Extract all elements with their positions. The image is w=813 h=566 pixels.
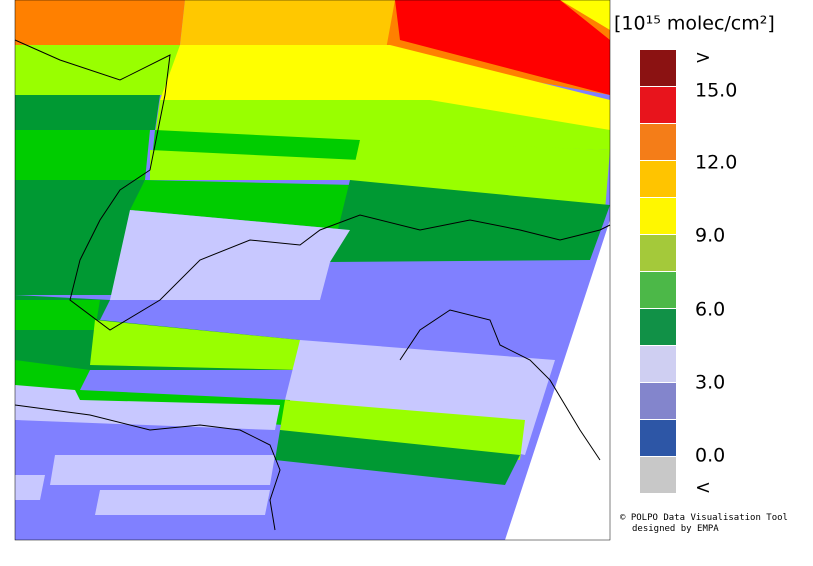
- swaths: [15, 0, 610, 540]
- colorbar-swatch: [640, 383, 676, 419]
- coastline: [14, 39, 611, 331]
- colorbar-label: 6.0: [695, 299, 725, 321]
- map: [14, 0, 611, 541]
- colorbar-label: 12.0: [695, 152, 737, 174]
- colorbar-swatch: [640, 198, 676, 234]
- colorbar-label: 9.0: [695, 225, 725, 247]
- colorbar-label: >: [695, 47, 711, 69]
- colorbar-title: [10¹⁵ molec/cm²]: [614, 13, 775, 35]
- colorbar-swatch: [640, 309, 676, 345]
- colorbar-swatch: [640, 235, 676, 271]
- colorbar-label: 0.0: [695, 445, 725, 467]
- colorbar-swatch: [640, 420, 676, 456]
- colorbar-label: 3.0: [695, 372, 725, 394]
- colorbar-swatch: [640, 457, 676, 493]
- credit: designed by EMPA: [632, 524, 719, 534]
- credit: © POLPO Data Visualisation Tool: [620, 513, 788, 523]
- colorbar-label: <: [695, 477, 711, 499]
- coastline: [399, 309, 601, 461]
- colorbar-swatch: [640, 87, 676, 123]
- colorbar-swatch: [640, 272, 676, 308]
- map-frame: [14, 0, 611, 541]
- colorbar-swatch: [640, 50, 676, 86]
- coastline: [14, 404, 281, 531]
- colorbar-swatch: [640, 346, 676, 382]
- colorbar-label: 15.0: [695, 80, 737, 102]
- colorbar-swatch: [640, 124, 676, 160]
- colorbar-swatch: [640, 161, 676, 197]
